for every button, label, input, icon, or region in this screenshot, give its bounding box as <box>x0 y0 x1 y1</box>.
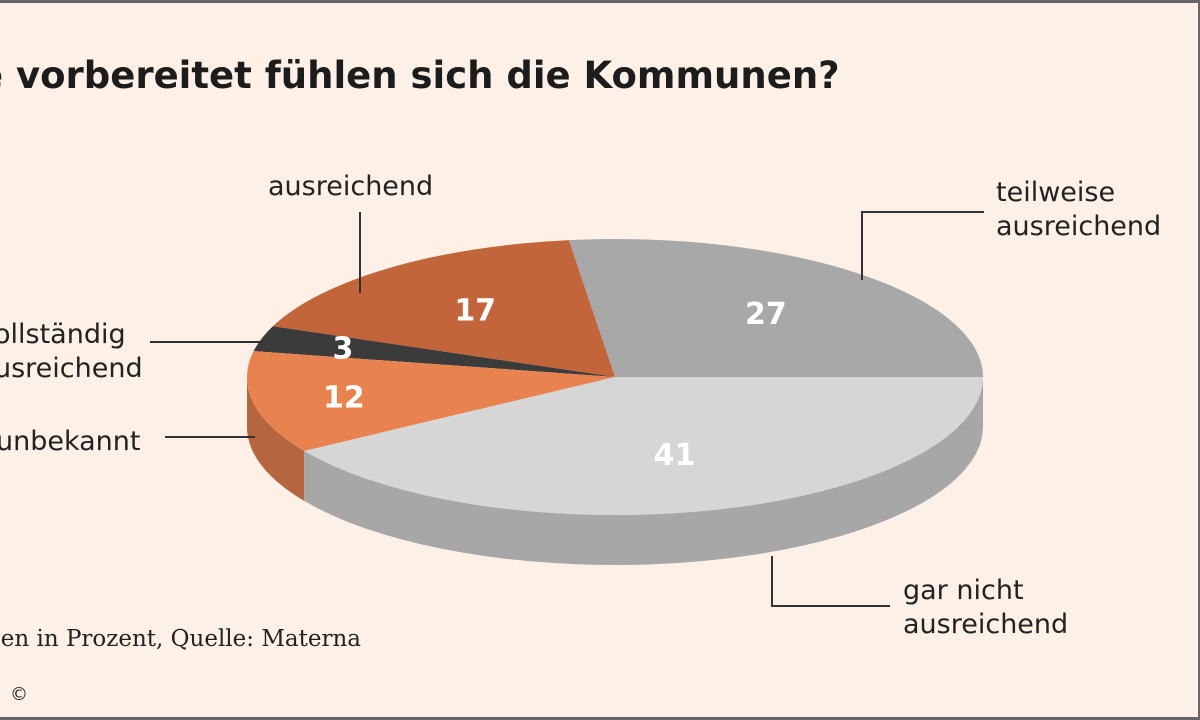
legend-label-unbekannt: unbekannt <box>0 426 141 457</box>
pie-slice-ollst-ndig-ausreichend <box>253 326 615 377</box>
pie-slice-teilweise-ausreichend <box>568 239 983 377</box>
pie-slice-unbekannt <box>247 351 616 451</box>
copyright-icon: © <box>10 684 28 705</box>
leader-line-teilweise-ausreichend <box>861 211 984 280</box>
value-label-teilweise-ausreichend: 27 <box>745 297 787 332</box>
source-note: ben in Prozent, Quelle: Materna <box>0 626 361 652</box>
pie-slice-gar-nicht-ausreichend <box>304 377 983 515</box>
value-label-unbekannt: 12 <box>323 380 365 415</box>
value-label-gar-nicht-ausreichend: 41 <box>654 438 696 473</box>
legend-label-teilweise-ausreichend: teilweise ausreichend <box>996 177 1162 242</box>
pie-side-unbekannt <box>247 377 305 501</box>
chart-title: e vorbereitet fühlen sich die Kommunen? <box>0 54 840 97</box>
legend-label-gar-nicht-ausreichend: gar nicht ausreichend <box>903 575 1069 640</box>
value-label-ausreichend: 17 <box>454 293 496 328</box>
value-label-ollst-ndig-ausreichend: 3 <box>332 331 353 366</box>
legend-label-vollstaendig-ausreichend: ollständig usreichend <box>0 319 143 384</box>
leader-line-gar-nicht-ausreichend <box>771 556 890 607</box>
legend-label-ausreichend: ausreichend <box>268 171 434 202</box>
pie-slice-ausreichend <box>272 240 615 377</box>
pie-side-gar-nicht-ausreichend <box>304 377 983 565</box>
